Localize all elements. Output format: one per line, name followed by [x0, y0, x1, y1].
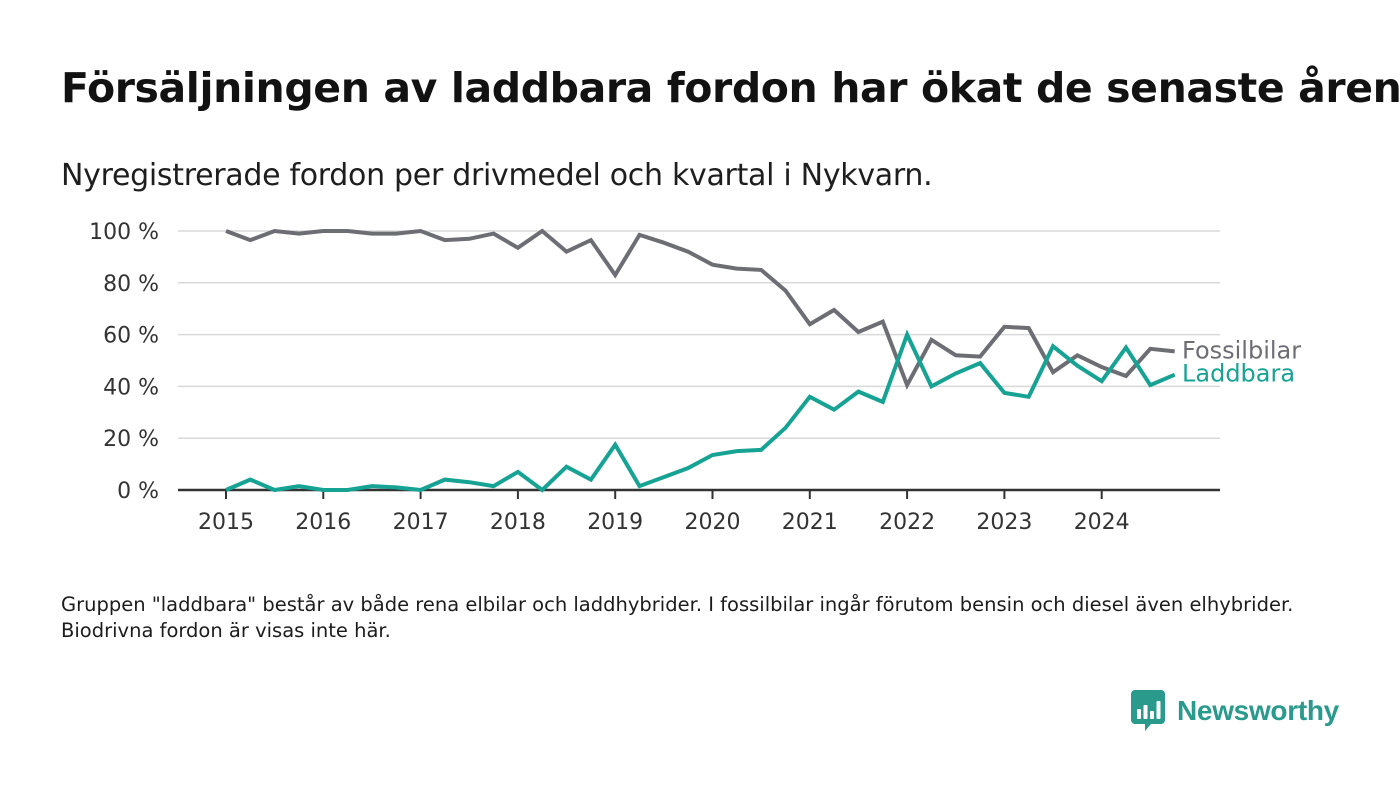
- y-tick-label: 40 %: [103, 375, 159, 400]
- series-label-fossilbilar: Fossilbilar: [1182, 336, 1301, 364]
- x-tick-label: 2015: [198, 510, 254, 535]
- x-axis-ticks: 2015 2016 2017 2018 2019 2020 2021 2022 2023 2024: [198, 490, 1130, 535]
- series-lines: [225, 228, 1176, 493]
- y-tick-label: 20 %: [103, 427, 159, 452]
- x-tick-label: 2024: [1074, 510, 1130, 535]
- chart-title: Försäljningen av laddbara fordon har öka…: [61, 64, 1400, 112]
- gridlines: [178, 230, 1220, 492]
- series-line-fossilbilar: [225, 228, 1175, 390]
- y-tick-label: 60 %: [103, 324, 159, 349]
- x-tick-label: 2020: [685, 510, 741, 535]
- x-tick-label: 2021: [782, 510, 838, 535]
- series-line-laddbara: [225, 329, 1176, 493]
- x-tick-label: 2022: [879, 510, 935, 535]
- x-tick-label: 2019: [587, 510, 643, 535]
- x-tick-label: 2016: [295, 510, 351, 535]
- x-tick-label: 2018: [490, 510, 546, 535]
- y-tick-label: 0 %: [117, 479, 159, 504]
- newsworthy-logo: Newsworthy: [1131, 690, 1339, 732]
- x-tick-label: 2017: [393, 510, 449, 535]
- y-axis-ticks: 0 % 20 % 40 % 60 % 80 % 100 %: [89, 220, 159, 504]
- x-tick-label: 2023: [976, 510, 1032, 535]
- series-label-laddbara: Laddbara: [1182, 360, 1295, 388]
- footnote: Gruppen "laddbara" består av både rena e…: [61, 593, 1294, 642]
- y-tick-label: 80 %: [103, 272, 159, 297]
- y-tick-label: 100 %: [89, 220, 159, 245]
- brand-name: Newsworthy: [1177, 695, 1339, 726]
- bar-chart-speech-bubble-icon: [1131, 690, 1165, 731]
- chart-subtitle: Nyregistrerade fordon per drivmedel och …: [61, 158, 933, 193]
